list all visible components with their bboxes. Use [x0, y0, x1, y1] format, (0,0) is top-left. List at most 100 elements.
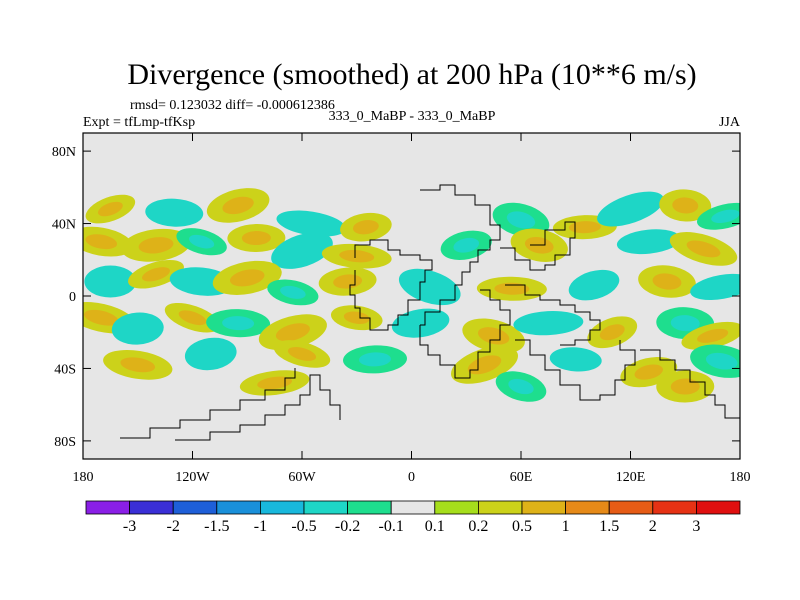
colorbar-swatch [347, 500, 392, 515]
colorbar-swatch [652, 500, 697, 515]
colorbar-label: -1 [254, 518, 267, 535]
colorbar-swatch [565, 500, 610, 515]
coastline-antarctic-shelf [120, 368, 296, 439]
colorbar-swatch [390, 500, 436, 515]
field-blob-core [339, 249, 375, 263]
colorbar-swatch [85, 500, 130, 515]
field-blob-core [138, 237, 174, 254]
field-blob-core [287, 347, 317, 361]
x-tick-label: 0 [408, 470, 415, 485]
field-blob-core [222, 196, 254, 215]
field-blob-core [280, 285, 306, 299]
field-blob-core [530, 317, 566, 330]
field-blob-core [506, 211, 536, 229]
coastline-australia [515, 339, 636, 401]
field-blob-core [568, 221, 601, 234]
field-blob-core [581, 277, 607, 293]
x-tick-label: 180 [73, 470, 94, 485]
coastline-southern-ocean [640, 349, 740, 419]
coastline-south-america [349, 239, 433, 331]
x-tick-label: 180 [730, 470, 751, 485]
colorbar-swatch [608, 500, 654, 515]
field-blob-core [159, 205, 189, 220]
field-blob-core [406, 315, 435, 331]
field-blob-core [97, 201, 123, 217]
coastline-indo-asia [505, 284, 601, 346]
field-blob-core [697, 328, 729, 343]
x-axis-ticks: 180 120W 60W 0 60E 120E 180 [73, 133, 751, 485]
field-blob-core [613, 200, 648, 218]
colorbar-swatch [521, 500, 566, 515]
field-blob-core [634, 364, 663, 380]
field-blob-core [124, 320, 151, 337]
field-blob-core [632, 235, 665, 248]
y-tick-label: 40N [52, 218, 76, 233]
colorbar-label: 2 [649, 518, 657, 535]
colorbar-label: 1 [562, 518, 570, 535]
coastline-africa-east [419, 289, 511, 379]
field-blob-core [286, 241, 318, 260]
field-blob-core [562, 353, 589, 366]
field-blob-core [85, 234, 118, 250]
field-blob-core [189, 234, 215, 249]
colorbar-label: -2 [167, 518, 180, 535]
coastlines [120, 184, 740, 441]
field-blob-core [275, 323, 310, 342]
field-blob-core [178, 310, 207, 326]
stats-label: rmsd= 0.123032 diff= -0.000612386 [130, 98, 335, 113]
field-blob-core [705, 280, 738, 294]
field-blob-core [508, 378, 534, 395]
colorbar-swatch [216, 500, 261, 515]
colorbar-label: -0.1 [379, 518, 404, 535]
colorbar-swatch [259, 500, 305, 515]
colorbar-swatch [434, 500, 479, 515]
field-blob-core [670, 378, 700, 395]
colorbar: -3 -2 -1.5 -1 -0.5 -0.2 -0.1 0.1 0.2 0.5 1 1.5 2 3 [85, 500, 741, 535]
y-tick-label: 80N [52, 145, 76, 160]
field-blob-core [477, 327, 510, 345]
coastline-antarctic-peninsula [175, 374, 341, 441]
field-blob-core [97, 273, 124, 290]
field-blob-core [705, 352, 738, 370]
y-tick-label: 40S [54, 362, 76, 377]
field-blob-core [599, 324, 625, 341]
map-background [83, 133, 740, 459]
colorbar-label: 0.1 [425, 518, 445, 535]
x-tick-label: 120W [175, 470, 210, 485]
colorbar-swatch [696, 500, 741, 515]
experiment-label: Expt = tfLmp-tfKsp [83, 115, 195, 130]
colorbar-swatch [303, 500, 348, 515]
field-blob-core [197, 345, 224, 363]
x-tick-label: 120E [616, 470, 646, 485]
y-tick-label: 80S [54, 435, 76, 450]
field-blob-core [652, 273, 682, 290]
divergence-fields [83, 188, 740, 403]
colorbar-label: -1.5 [204, 518, 229, 535]
colorbar-label: -0.2 [335, 518, 360, 535]
field-blob-core [230, 269, 265, 287]
season-label: JJA [719, 115, 741, 130]
field-blob-core [343, 311, 370, 324]
colorbar-label: -3 [123, 518, 136, 535]
y-tick-label: 0 [69, 290, 76, 305]
colorbar-label: 1.5 [599, 518, 619, 535]
coastline-north-africa [420, 184, 501, 326]
field-blob-core [670, 315, 700, 332]
y-axis-ticks: 80N 40N 0 40S 80S [52, 145, 740, 450]
case-label: 333_0_MaBP - 333_0_MaBP [329, 109, 496, 124]
field-blob-core [142, 267, 170, 282]
colorbar-label: -0.5 [291, 518, 316, 535]
colorbar-label: 0.2 [468, 518, 488, 535]
field-blob-core [453, 237, 480, 253]
coastline-west-pacific [500, 221, 576, 271]
field-blob-core [672, 197, 699, 214]
colorbar-swatch [129, 500, 174, 515]
field-blob-core [359, 352, 391, 367]
field-blob-core [257, 376, 293, 390]
field-blob-core [241, 231, 271, 246]
field-blob-core [185, 274, 218, 289]
chart-title: Divergence (smoothed) at 200 hPa (10**6 … [127, 58, 696, 91]
colorbar-swatch [172, 500, 218, 515]
x-tick-label: 60W [288, 470, 316, 485]
field-blob-core [222, 316, 255, 331]
